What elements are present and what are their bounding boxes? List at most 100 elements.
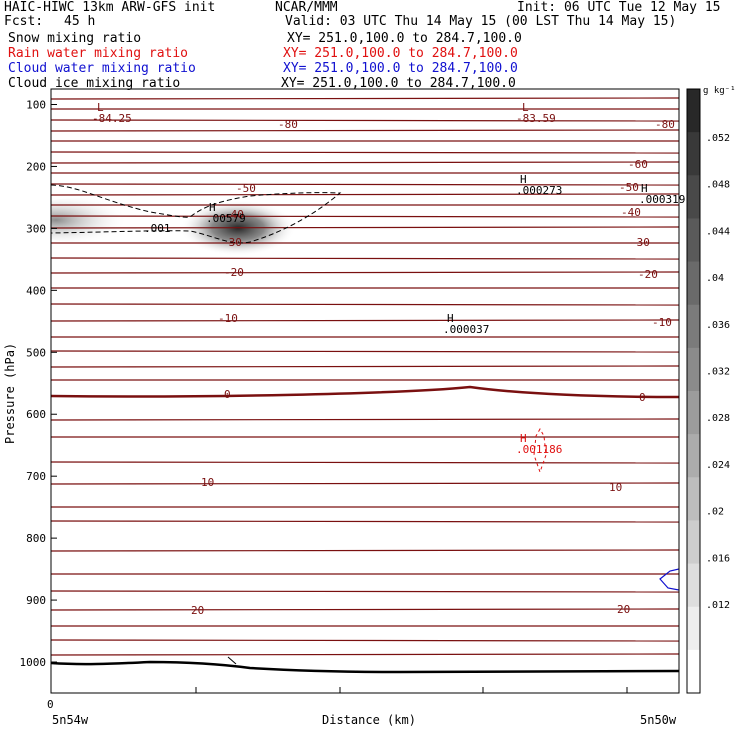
- isotherm-line: [51, 520, 679, 523]
- isotherm-line: [51, 590, 679, 593]
- y-axis: 100 200 300 400 500 600 700 800 900 1000: [20, 98, 57, 669]
- isotherm-line: [51, 461, 679, 464]
- isotherm-labels: -80 -80 -60 -50 -50 -40 -40 -30 -30 -20 …: [191, 118, 675, 617]
- y-tick-label: 600: [26, 408, 46, 421]
- colorbar-segment: [687, 347, 700, 392]
- isotherm-contours: [51, 97, 679, 656]
- isotherm-line: [51, 119, 679, 122]
- legend-snow-label: Snow mixing ratio: [8, 31, 142, 46]
- x-axis: 0 5n54w Distance (km) 5n50w: [47, 687, 677, 727]
- colorbar-tick-label: .044: [706, 226, 730, 237]
- colorbar-tick-label: .016: [706, 553, 730, 564]
- y-tick-label: 700: [26, 470, 46, 483]
- label-m20-a: -20: [224, 266, 244, 279]
- isotherm-line: [51, 319, 679, 322]
- model-title: HAIC-HIWC 13km ARW-GFS init: [4, 0, 216, 15]
- legend-cloudice-label: Cloud ice mixing ratio: [8, 76, 181, 91]
- y-tick-label: 400: [26, 284, 46, 297]
- label-zero-a: 0: [224, 388, 231, 401]
- isotherm-line: [51, 183, 679, 186]
- label-m40-a: -40: [224, 208, 244, 221]
- label-m80-a: -80: [278, 118, 298, 131]
- colorbar-tick-label: .024: [706, 460, 730, 471]
- label-m10-b: -10: [652, 316, 672, 329]
- init-time: Init: 06 UTC Tue 12 May 15: [517, 0, 721, 15]
- terrain-notch: [227, 656, 237, 665]
- y-tick-label: 300: [26, 222, 46, 235]
- label-m30-a: -30: [222, 236, 242, 249]
- x-left-label: 5n54w: [52, 713, 89, 727]
- label-20-a: 20: [191, 604, 204, 617]
- forecast-hours: 45 h: [64, 14, 96, 29]
- isotherm-line: [51, 303, 679, 306]
- label-m50-b: -50: [619, 181, 639, 194]
- legend-rain-label: Rain water mixing ratio: [8, 46, 189, 61]
- label-m60: -60: [628, 158, 648, 171]
- isotherm-line: [51, 271, 679, 274]
- label-m80-b: -80: [655, 118, 675, 131]
- isotherm-line: [51, 365, 679, 368]
- colorbar-tick-label: .02: [706, 507, 724, 518]
- colorbar-segment: [687, 175, 700, 219]
- label-20-b: 20: [617, 603, 630, 616]
- colorbar-segment: [687, 434, 700, 478]
- y-tick-label: 800: [26, 532, 46, 545]
- colorbar-segment: [687, 89, 700, 133]
- isotherm-line: [51, 653, 679, 656]
- colorbar-segment: [687, 304, 700, 349]
- legend-rain-xy: XY= 251.0,100.0 to 284.7,100.0: [283, 46, 518, 61]
- rain-contour: [533, 427, 547, 474]
- cloud-water-contour: [659, 568, 679, 591]
- legend-cloudwater-xy: XY= 251.0,100.0 to 284.7,100.0: [283, 61, 518, 76]
- label-m30-b: -30: [630, 236, 650, 249]
- y-tick-label: 1000: [20, 656, 47, 669]
- low-marker-right: L: [522, 101, 529, 114]
- high-marker-snow: H: [209, 201, 216, 214]
- label-10-a: 10: [201, 476, 214, 489]
- high-value-mid: .000037: [443, 323, 489, 336]
- isotherm-line: [51, 193, 679, 196]
- high-value-snow: .00579: [206, 212, 246, 225]
- isotherm-line: [51, 161, 679, 164]
- y-tick-label: 900: [26, 594, 46, 607]
- colorbar-segment: [687, 132, 700, 176]
- y-axis-label: Pressure (hPa): [3, 343, 17, 444]
- x-tick-zero: 0: [47, 698, 54, 711]
- legend-cloudice-xy: XY= 251.0,100.0 to 284.7,100.0: [281, 76, 516, 91]
- colorbar-tick-label: .052: [706, 133, 730, 144]
- isotherm-line: [51, 129, 679, 132]
- snow-shade-left: [51, 198, 140, 242]
- colorbar-units: g kg⁻¹: [703, 86, 736, 96]
- isotherm-line: [51, 215, 679, 218]
- high-value-ice: .000273: [516, 184, 562, 197]
- isotherm-line: [51, 639, 679, 642]
- low-value-right: -83.59: [516, 112, 556, 125]
- low-marker-left: L: [97, 101, 104, 114]
- legend-cloudwater-label: Cloud water mixing ratio: [8, 61, 196, 76]
- low-value-left: -84.25: [92, 112, 132, 125]
- high-marker-ice: H: [520, 173, 527, 186]
- isotherm-line: [51, 151, 679, 154]
- high-marker-ice-right: H: [641, 182, 648, 195]
- colorbar-tick-label: .048: [706, 180, 730, 191]
- isotherm-line: [51, 385, 679, 399]
- isotherm-line: [51, 608, 679, 611]
- snow-contour-label: .001: [144, 222, 171, 235]
- plot-frame: [50, 88, 680, 694]
- isotherm-line: [51, 226, 679, 229]
- y-tick-label: 100: [26, 98, 46, 111]
- label-zero-b: 0: [639, 391, 646, 404]
- legend-snow-xy: XY= 251.0,100.0 to 284.7,100.0: [287, 31, 522, 46]
- colorbar-tick-label: .04: [706, 273, 724, 284]
- high-value-rain: .001186: [516, 443, 562, 456]
- colorbar: g kg⁻¹ .052 .048 .044 .04 .036 .032 .028 .024 .0…: [686, 86, 736, 694]
- isotherm-line: [51, 549, 679, 552]
- colorbar-tick-label: .036: [706, 320, 730, 331]
- high-value-ice-right: .000319: [639, 193, 685, 206]
- label-m20-b: -20: [638, 268, 658, 281]
- label-m40-b: -40: [621, 206, 641, 219]
- colorbar-segment: [687, 261, 700, 306]
- label-m10-a: -10: [218, 312, 238, 325]
- isotherm-line: [51, 257, 679, 260]
